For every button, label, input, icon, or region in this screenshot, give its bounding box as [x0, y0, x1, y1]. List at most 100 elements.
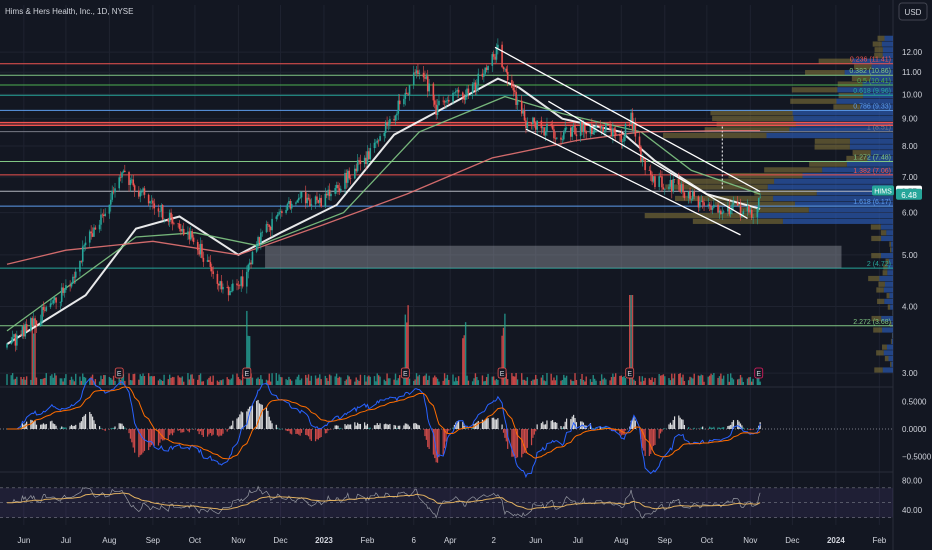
- candle-body: [6, 343, 8, 348]
- volume-bar: [354, 381, 356, 385]
- volume-bar: [680, 377, 683, 385]
- macd-histogram-bar: [631, 419, 634, 429]
- macd-histogram-bar: [270, 420, 272, 429]
- volume-bar: [32, 333, 35, 385]
- volume-profile-bar: [882, 367, 893, 373]
- candle-body: [150, 200, 153, 202]
- volume-bar: [697, 375, 700, 385]
- candle-body: [275, 216, 278, 219]
- macd-histogram-bar: [389, 423, 391, 429]
- macd-histogram-bar: [641, 429, 643, 449]
- volume-bar: [457, 376, 460, 385]
- volume-profile-bar: [849, 138, 893, 144]
- price-tick-label: 5.00: [902, 251, 918, 260]
- candle-body: [290, 203, 293, 209]
- volume-profile-bar: [816, 190, 893, 196]
- macd-histogram-bar: [309, 429, 311, 440]
- volume-bar: [368, 375, 370, 385]
- volume-bar: [79, 376, 81, 385]
- candle-body: [689, 191, 691, 200]
- trend-lines[interactable]: [494, 46, 761, 236]
- macd-histogram-bar: [316, 429, 318, 440]
- volume-profile-bar: [882, 47, 893, 53]
- candle-body: [13, 334, 15, 338]
- candle-body: [474, 82, 477, 91]
- macd-histogram-bar: [422, 429, 425, 430]
- macd-histogram-bar: [383, 424, 385, 429]
- macd-histogram-bar: [79, 422, 81, 429]
- macd-histogram-bar: [693, 427, 695, 429]
- macd-histogram-bar: [59, 427, 61, 429]
- volume-bar: [6, 374, 8, 385]
- macd-histogram-bar: [93, 420, 95, 429]
- volume-bar: [428, 375, 430, 385]
- macd-histogram-bar: [373, 425, 376, 429]
- macd-histogram-bar: [554, 422, 556, 429]
- volume-bar: [25, 376, 28, 385]
- volume-bar: [334, 376, 336, 385]
- macd-histogram-bar: [251, 405, 254, 429]
- macd-histogram-bar: [173, 429, 175, 433]
- macd-histogram-bar: [317, 429, 319, 440]
- macd-histogram-bar: [741, 425, 743, 429]
- price-axis[interactable]: 12.00 11.00 10.00 9.00 8.00 7.00 6.00 5.00 4.00 3…: [902, 48, 932, 515]
- macd-histogram-bar: [51, 420, 53, 429]
- macd-histogram-bar: [394, 425, 397, 429]
- candle-body: [258, 237, 261, 243]
- macd-histogram-bar: [484, 420, 486, 429]
- macd-histogram-bar: [624, 429, 627, 431]
- candle-body: [324, 193, 327, 207]
- volume-bar: [739, 374, 742, 385]
- rsi-tick-label: 40.00: [902, 506, 923, 515]
- volume-bar: [150, 376, 153, 385]
- macd-histogram-bar: [654, 429, 656, 445]
- volume-bar: [52, 377, 54, 385]
- macd-histogram-bar: [190, 429, 192, 430]
- volume-bar: [181, 376, 184, 385]
- volume-bar: [720, 373, 722, 385]
- candle-body: [668, 186, 670, 190]
- price-tag-box: [896, 188, 922, 200]
- volume-bar: [759, 381, 761, 385]
- volume-bar: [593, 378, 596, 385]
- candle-body: [32, 318, 35, 325]
- volume-bar: [14, 378, 17, 385]
- candle-body: [222, 287, 224, 290]
- volume-bar: [161, 380, 164, 385]
- volume-profile-bar: [881, 253, 893, 259]
- volume-bar: [198, 374, 200, 385]
- macd-histogram-bar: [445, 429, 447, 442]
- earnings-marker-box: [754, 367, 764, 379]
- currency-button[interactable]: [898, 2, 928, 21]
- candle-body: [181, 228, 184, 232]
- candle-body: [196, 241, 199, 251]
- macd-histogram-bar: [446, 429, 448, 434]
- macd-histogram-bar: [199, 429, 202, 432]
- candle-body: [160, 204, 163, 212]
- price-tick-label: 4.00: [902, 302, 918, 311]
- volume-bar: [672, 378, 674, 385]
- volume-bar: [139, 374, 141, 385]
- volume-bar: [589, 379, 592, 385]
- macd-histogram-bar: [491, 417, 493, 429]
- volume-bar: [45, 373, 47, 385]
- macd-histogram-bar: [530, 429, 533, 446]
- candle-body: [191, 231, 193, 238]
- volume-bar: [722, 375, 725, 385]
- time-axis[interactable]: Jun Jul Aug Sep Oct Nov Dec 2023 Feb 6 Apr 2 Jun Jul A…: [17, 536, 886, 545]
- volume-bar: [570, 379, 572, 385]
- earnings-marker: E: [400, 367, 410, 379]
- macd-histogram-bar: [728, 425, 730, 429]
- macd-histogram-bar: [330, 429, 332, 430]
- macd-histogram-bar: [453, 424, 456, 429]
- candle-body: [10, 342, 13, 344]
- volume-bar: [556, 375, 558, 385]
- macd-histogram-bar: [465, 427, 467, 429]
- candle-body: [328, 189, 331, 197]
- volume-bar: [383, 379, 385, 385]
- volume-bar: [170, 377, 172, 385]
- macd-histogram-bar: [487, 418, 489, 429]
- candle-body: [422, 72, 425, 78]
